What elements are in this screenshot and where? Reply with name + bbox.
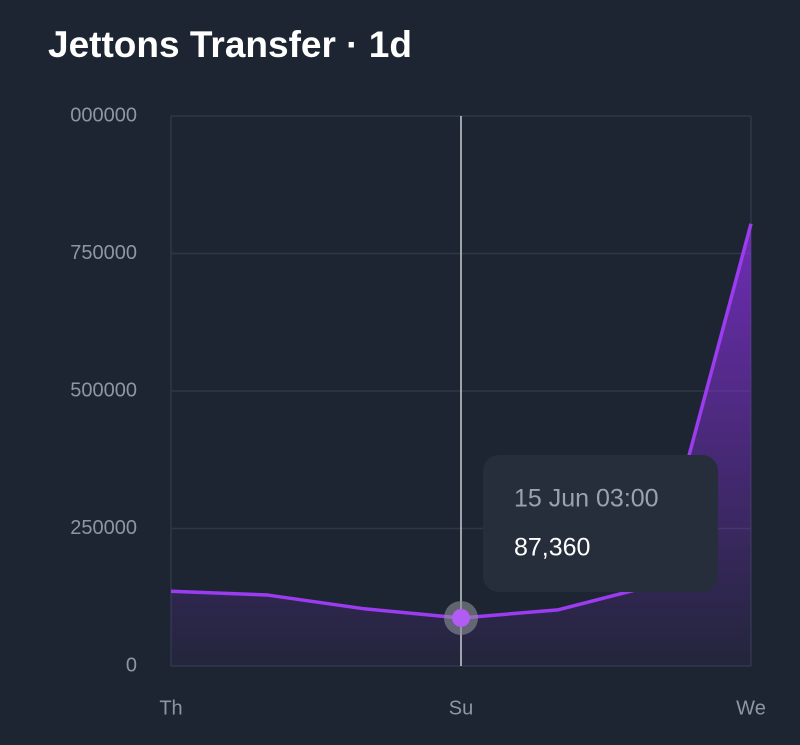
area (171, 223, 751, 667)
chart-title: Jettons Transfer · 1d (48, 24, 412, 65)
x-tick-label: We (736, 697, 766, 719)
y-tick-label: 000000 (70, 104, 137, 126)
tooltip-label: 15 Jun 03:00 (514, 485, 659, 513)
x-tick-label: Th (159, 697, 182, 719)
tooltip: 15 Jun 03:00 87,360 (483, 455, 718, 592)
y-tick-label: 500000 (70, 379, 137, 401)
hover-point (452, 608, 470, 627)
y-tick-label: 0 (126, 654, 137, 676)
tooltip-box (483, 455, 718, 592)
plot: 0 250000 500000 750000 000000 Th Su We 15 Jun 03… (70, 104, 766, 719)
tooltip-value: 87,360 (514, 534, 590, 562)
x-tick-label: Su (449, 697, 473, 719)
y-tick-label: 750000 (70, 242, 137, 264)
y-tick-label: 250000 (70, 517, 137, 539)
